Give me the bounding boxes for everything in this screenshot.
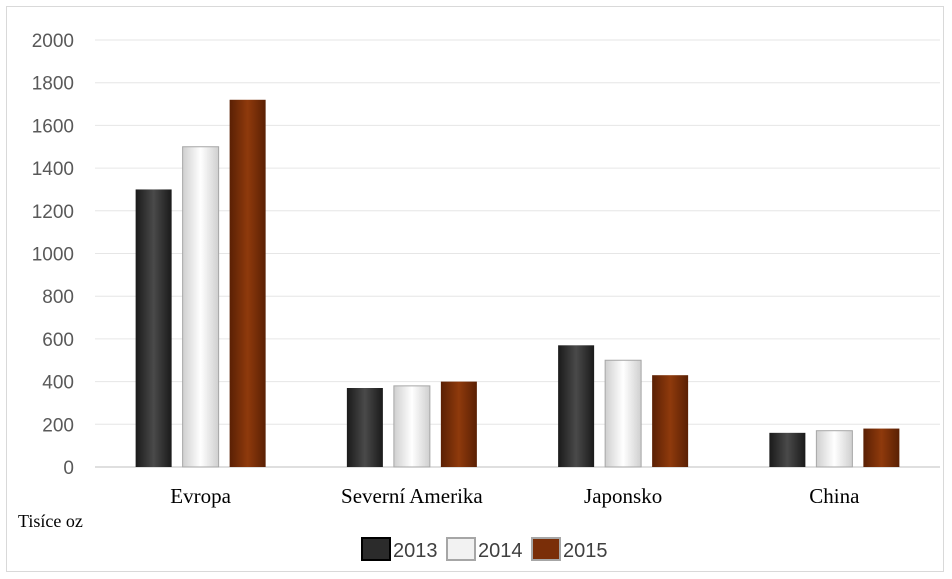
legend-swatch-2014 xyxy=(446,537,476,561)
x-category-label: Japonsko xyxy=(584,484,662,508)
y-tick-label: 1000 xyxy=(32,245,74,266)
bar-2013-1 xyxy=(346,388,383,467)
x-category-label: Evropa xyxy=(170,484,231,508)
y-tick-label: 1600 xyxy=(32,116,74,137)
y-tick-label: 1400 xyxy=(32,159,74,180)
bar-2014-0 xyxy=(182,146,220,468)
legend-label-2015: 2015 xyxy=(563,540,608,562)
y-tick-label: 2000 xyxy=(32,31,74,52)
legend-label-2013: 2013 xyxy=(393,540,438,562)
y-tick-label: 800 xyxy=(42,287,74,308)
y-tick-label: 200 xyxy=(42,415,74,436)
bar-2014-2 xyxy=(604,359,642,468)
bars xyxy=(135,99,900,468)
bar-2015-1 xyxy=(440,381,477,467)
y-tick-label: 600 xyxy=(42,330,74,351)
legend: 2013 2014 2015 xyxy=(361,537,608,562)
legend-swatch-2013 xyxy=(361,537,391,561)
y-axis-tick-labels: 0 200 400 600 800 1000 1200 1400 1600 1800 2000 xyxy=(32,31,74,479)
legend-label-2014: 2014 xyxy=(478,540,523,562)
x-category-label: China xyxy=(809,484,860,508)
legend-swatch-2015 xyxy=(531,537,561,561)
y-tick-label: 1800 xyxy=(32,74,74,95)
bar-2014-3 xyxy=(815,430,853,468)
bar-2015-2 xyxy=(652,375,689,467)
unit-label: Tisíce oz xyxy=(18,511,83,531)
bar-2013-2 xyxy=(558,345,595,467)
bar-2014-1 xyxy=(393,385,431,468)
y-tick-label: 400 xyxy=(42,373,74,394)
bar-2015-0 xyxy=(229,99,266,467)
gridlines xyxy=(95,39,940,468)
x-axis-category-labels: Evropa Severní Amerika Japonsko China xyxy=(170,484,860,508)
x-category-label: Severní Amerika xyxy=(341,484,483,508)
bar-2015-3 xyxy=(863,428,900,467)
y-tick-label: 1200 xyxy=(32,202,74,223)
bar-2013-3 xyxy=(769,432,806,467)
y-tick-label: 0 xyxy=(63,458,74,479)
bar-2013-0 xyxy=(135,189,172,467)
